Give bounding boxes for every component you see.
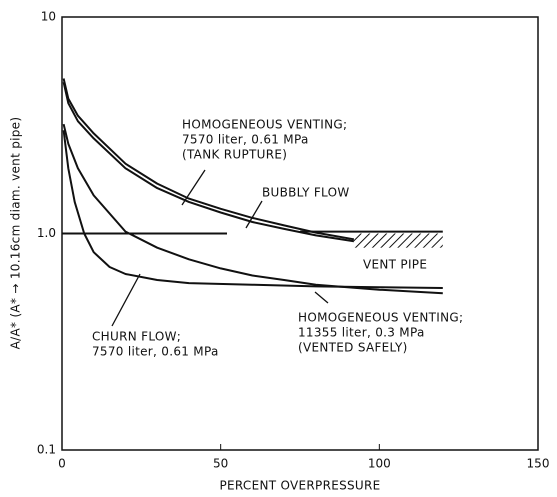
curve: [62, 78, 355, 241]
annotation: BUBBLY FLOW: [262, 186, 350, 200]
x-tick-label: 100: [368, 457, 391, 471]
annotation: 11355 liter, 0.3 MPa: [298, 326, 425, 340]
annotation: VENT PIPE: [363, 258, 427, 272]
curve: [62, 81, 355, 243]
annotation: 7570 liter, 0.61 MPa: [92, 345, 219, 359]
annotation: HOMOGENEOUS VENTING;: [182, 118, 347, 132]
y-tick-label: 1.0: [37, 226, 56, 240]
annotation: HOMOGENEOUS VENTING;: [298, 311, 463, 325]
x-tick-label: 150: [527, 457, 550, 471]
y-tick-label: 0.1: [37, 443, 56, 457]
x-tick-label: 50: [213, 457, 228, 471]
curve: [62, 130, 443, 289]
x-axis-label: PERCENT OVERPRESSURE: [219, 479, 380, 493]
leader-line: [111, 273, 141, 327]
y-tick-label: 10: [41, 10, 56, 24]
annotation: CHURN FLOW;: [92, 330, 181, 344]
leader-line: [245, 200, 263, 229]
leader-line: [181, 169, 206, 206]
leader-line: [314, 291, 329, 304]
annotation: 7570 liter, 0.61 MPa: [182, 133, 309, 147]
annotation: (VENTED SAFELY): [298, 341, 408, 355]
vent-pipe-region: [353, 233, 443, 248]
curve: [62, 123, 443, 295]
y-axis-label: A/A* (A* → 10.16cm diam. vent pipe): [9, 117, 23, 350]
annotation: (TANK RUPTURE): [182, 148, 287, 162]
x-tick-label: 0: [58, 457, 66, 471]
